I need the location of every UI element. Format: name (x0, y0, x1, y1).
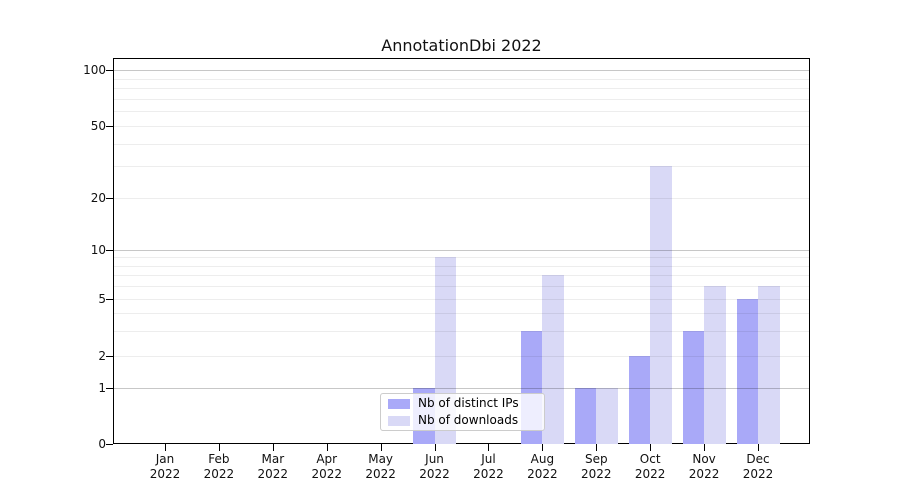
minor-gridline (114, 88, 809, 90)
minor-gridline (114, 98, 809, 100)
y-tick-label: 50 (90, 119, 106, 133)
y-tick-label: 20 (90, 191, 106, 205)
x-tick-label: Mar 2022 (257, 452, 289, 481)
y-tick-mark (106, 70, 113, 71)
y-tick-mark (106, 444, 113, 445)
legend-item-distinct-ips: Nb of distinct IPs (388, 397, 537, 410)
x-tick-mark (272, 444, 274, 451)
minor-gridline (114, 330, 809, 332)
x-tick-mark (218, 444, 220, 451)
x-tick-label: Jan 2022 (149, 452, 181, 481)
legend-swatch-downloads (388, 415, 410, 426)
y-tick-label: 2 (98, 349, 106, 363)
legend: Nb of distinct IPs Nb of downloads (380, 393, 545, 431)
x-tick-mark (165, 444, 166, 451)
bar-downloads-nov-2022 (704, 286, 726, 444)
minor-gridline (114, 257, 809, 259)
legend-label-distinct-ips: Nb of distinct IPs (418, 396, 519, 410)
y-tick-mark (106, 387, 113, 389)
x-tick-label: Feb 2022 (203, 452, 235, 481)
minor-gridline (114, 312, 809, 314)
x-tick-label: Oct 2022 (634, 452, 666, 481)
x-tick-mark (650, 444, 652, 451)
x-tick-label: Sep 2022 (580, 452, 612, 481)
bar-distinct-ips-sep-2022 (574, 387, 597, 444)
y-tick-mark (106, 299, 113, 300)
x-tick-label: Nov 2022 (688, 452, 720, 481)
minor-gridline (114, 299, 809, 300)
bar-downloads-sep-2022 (596, 387, 618, 444)
x-tick-label: Jul 2022 (473, 452, 504, 481)
plot-area (113, 58, 810, 444)
y-tick-label: 100 (83, 63, 106, 77)
x-tick-mark (380, 444, 382, 451)
legend-label-downloads: Nb of downloads (418, 413, 519, 427)
x-tick-mark (326, 444, 328, 451)
minor-gridline (114, 275, 809, 277)
minor-gridline (114, 143, 809, 145)
minor-gridline (114, 166, 809, 168)
x-tick-label: May 2022 (365, 452, 396, 481)
major-gridline (114, 70, 809, 71)
minor-gridline (114, 78, 809, 80)
minor-gridline (114, 126, 809, 127)
y-tick-label: 5 (98, 292, 106, 306)
x-tick-label: Dec 2022 (742, 452, 774, 481)
y-tick-label: 0 (98, 437, 106, 451)
x-tick-label: Jun 2022 (419, 452, 450, 481)
x-tick-mark (488, 444, 490, 451)
bar-distinct-ips-dec-2022 (736, 299, 758, 444)
minor-gridline (114, 111, 809, 113)
bar-distinct-ips-nov-2022 (682, 330, 705, 444)
bar-downloads-oct-2022 (650, 166, 672, 444)
bar-downloads-dec-2022 (758, 286, 780, 444)
y-tick-label: 1 (98, 380, 106, 395)
y-tick-mark (106, 198, 113, 199)
legend-swatch-distinct-ips (388, 398, 410, 409)
minor-gridline (114, 356, 809, 357)
y-tick-mark (106, 250, 113, 251)
minor-gridline (114, 198, 809, 199)
chart-title: AnnotationDbi 2022 (381, 36, 542, 55)
x-tick-mark (704, 444, 706, 451)
major-gridline (114, 387, 809, 389)
x-tick-label: Aug 2022 (527, 452, 558, 481)
y-tick-mark (106, 356, 113, 357)
x-tick-mark (542, 444, 544, 451)
legend-item-downloads: Nb of downloads (388, 414, 537, 427)
y-tick-label: 10 (90, 243, 106, 257)
x-tick-label: Apr 2022 (311, 452, 342, 481)
minor-gridline (114, 286, 809, 288)
x-tick-mark (758, 444, 759, 451)
bar-distinct-ips-oct-2022 (628, 356, 651, 444)
y-tick-mark (106, 126, 113, 127)
x-tick-mark (596, 444, 598, 451)
x-tick-mark (434, 444, 436, 451)
major-gridline (114, 250, 809, 251)
bar-downloads-aug-2022 (542, 275, 564, 444)
minor-gridline (114, 265, 809, 267)
